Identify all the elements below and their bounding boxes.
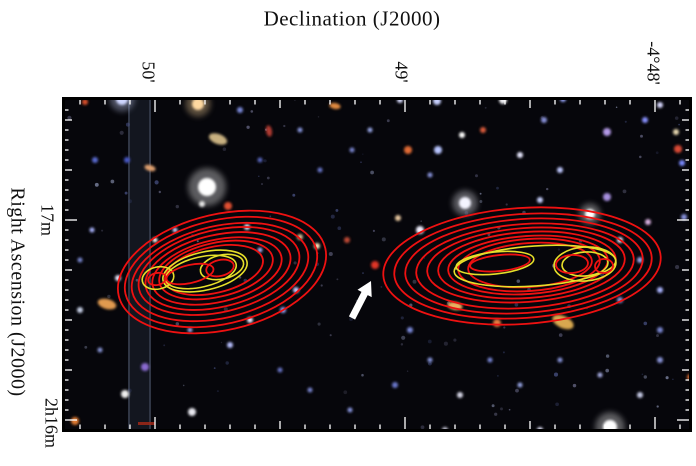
radio-contours [116,206,662,335]
top-axis-title: Declination (J2000) [263,6,441,31]
top-tick-label-50: 50' [138,61,159,83]
stars [71,97,692,432]
left-tick-label-17m: 17m [37,203,58,237]
detector-band [128,97,155,432]
plot-frame [62,97,692,432]
left-axis-title: Right Ascension (J2000) [6,187,29,397]
red-streak [138,422,155,425]
pointer-arrow-icon [348,281,372,320]
top-tick-label-49: 49' [391,61,412,83]
sky-image [62,97,692,432]
left-tick-label-2h16m: 2h16m [41,397,62,449]
top-tick-label-minus4-48: -4°48' [643,41,664,85]
faint-star-speckle [67,99,680,432]
